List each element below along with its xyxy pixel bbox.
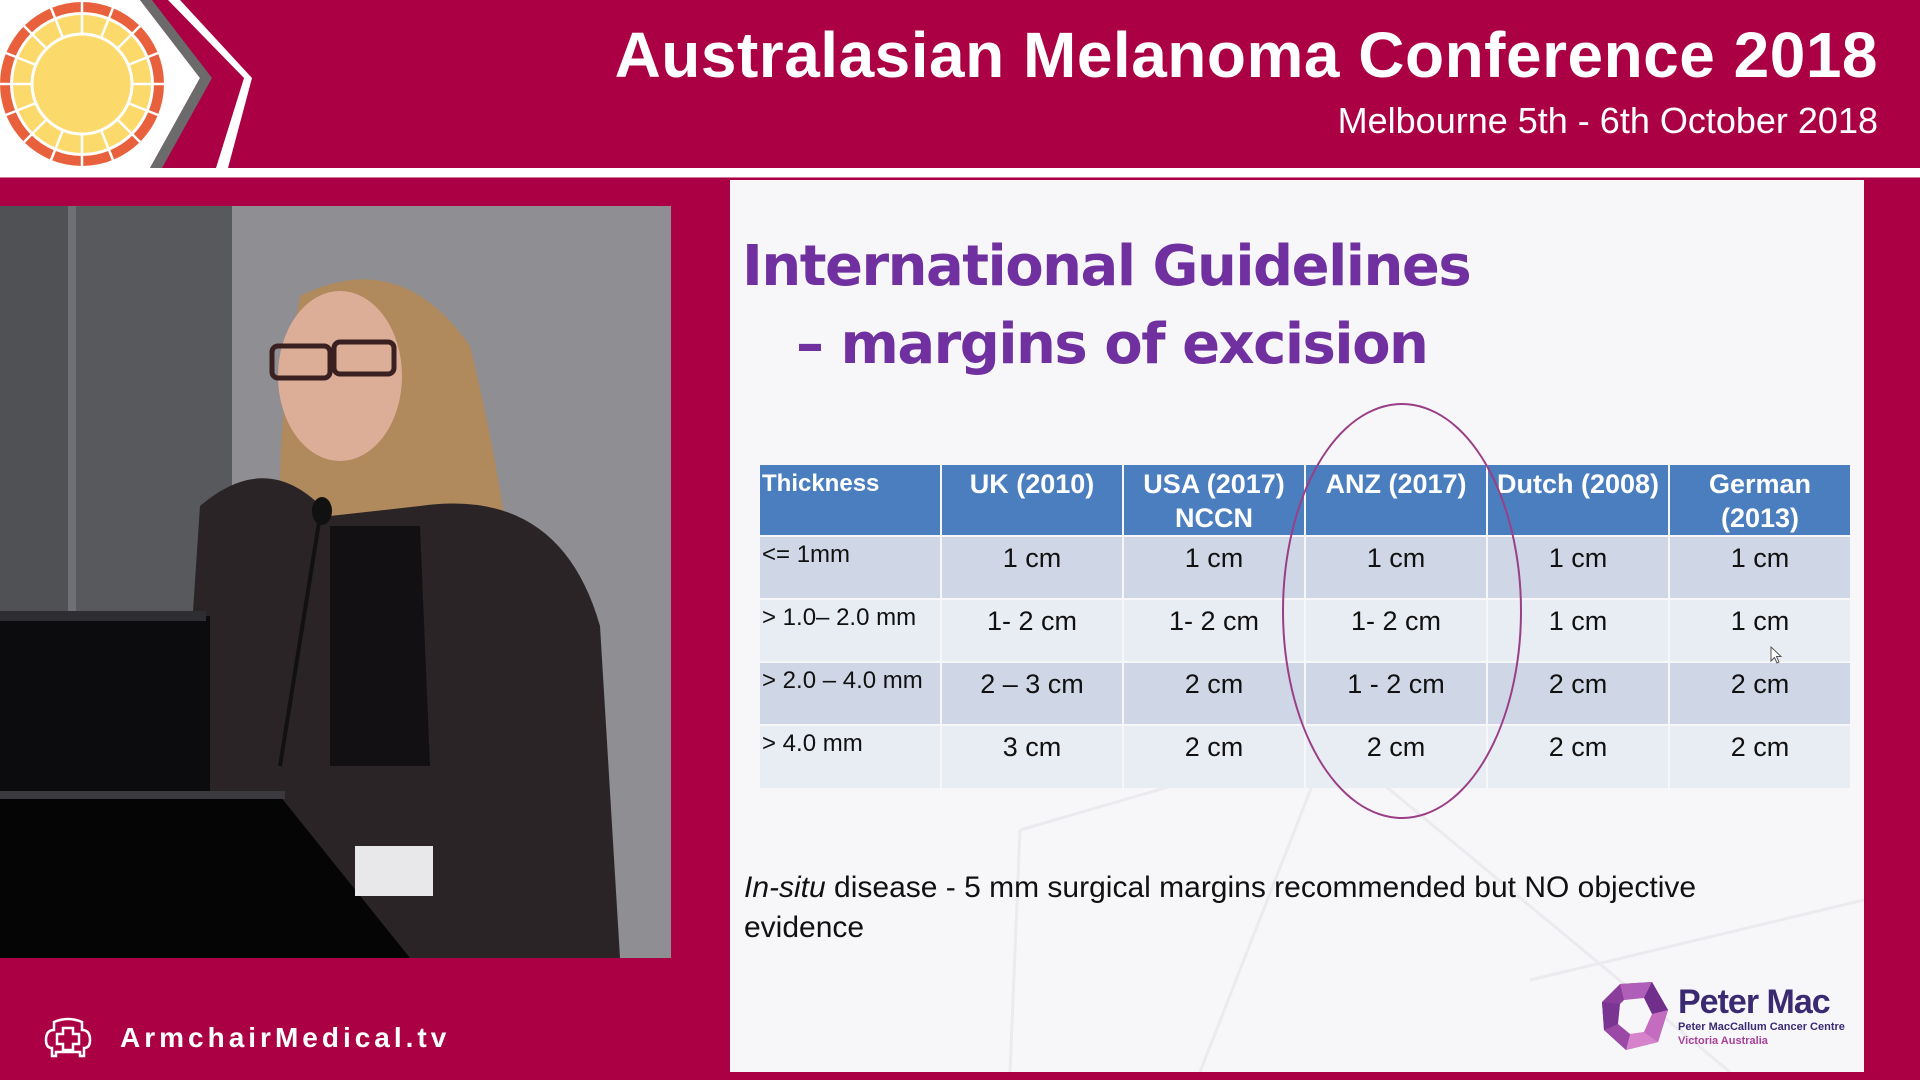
slide-footnote: In-situ disease - 5 mm surgical margins … <box>744 868 1804 948</box>
cell-thickness: > 1.0– 2.0 mm <box>760 598 942 662</box>
peter-mac-polygon-icon <box>1602 982 1668 1050</box>
slide-title-line1: International Guidelines <box>742 234 1472 299</box>
conference-title: Australasian Melanoma Conference 2018 <box>614 19 1878 91</box>
slide-title: International Guidelines – margins of ex… <box>742 228 1472 384</box>
peter-mac-logo: Peter Mac Peter MacCallum Cancer Centre … <box>1600 980 1845 1052</box>
presentation-slide: International Guidelines – margins of ex… <box>730 180 1864 1072</box>
cell-dutch: 1 cm <box>1487 535 1670 599</box>
conference-logo <box>0 0 260 168</box>
cell-uk: 3 cm <box>941 724 1124 788</box>
peter-mac-subtitle: Peter MacCallum Cancer Centre <box>1678 1021 1845 1033</box>
armchair-cross-icon <box>44 1017 92 1058</box>
table-row: > 2.0 – 4.0 mm 2 – 3 cm 2 cm 1 - 2 cm 2 … <box>760 661 1850 725</box>
cell-german: 2 cm <box>1669 661 1850 725</box>
conference-banner: Australasian Melanoma Conference 2018 Me… <box>0 0 1920 168</box>
cell-uk: 1 cm <box>941 535 1124 599</box>
table-header-row: Thickness UK (2010) USA (2017) NCCN ANZ (… <box>760 465 1850 536</box>
peter-mac-location: Victoria Australia <box>1678 1035 1768 1047</box>
footnote-italic: In-situ <box>744 871 826 904</box>
table-row: > 4.0 mm 3 cm 2 cm 2 cm 2 cm 2 cm <box>760 724 1850 788</box>
footnote-text: disease - 5 mm surgical margins recommen… <box>744 871 1697 944</box>
table-row: > 1.0– 2.0 mm 1- 2 cm 1- 2 cm 1- 2 cm 1 … <box>760 598 1850 662</box>
cell-usa: 1- 2 cm <box>1123 598 1306 662</box>
cell-usa: 2 cm <box>1123 724 1306 788</box>
cell-anz: 1 cm <box>1305 535 1488 599</box>
banner-divider <box>0 168 1920 178</box>
column-header-dutch: Dutch (2008) <box>1487 465 1670 536</box>
cell-dutch: 2 cm <box>1487 661 1670 725</box>
mouse-cursor-icon <box>1770 646 1783 664</box>
sun-icon <box>0 0 252 168</box>
table-row: <= 1mm 1 cm 1 cm 1 cm 1 cm 1 cm <box>760 535 1850 599</box>
cell-uk: 2 – 3 cm <box>941 661 1124 725</box>
cell-uk: 1- 2 cm <box>941 598 1124 662</box>
armchair-medical-brand[interactable]: ArmchairMedical.tv <box>44 1016 450 1060</box>
cell-usa: 1 cm <box>1123 535 1306 599</box>
cell-anz: 1 - 2 cm <box>1305 661 1488 725</box>
conference-subtitle: Melbourne 5th - 6th October 2018 <box>1337 100 1878 141</box>
cell-thickness: > 2.0 – 4.0 mm <box>760 661 942 725</box>
peter-mac-name: Peter Mac <box>1678 983 1831 1021</box>
cell-dutch: 2 cm <box>1487 724 1670 788</box>
column-header-usa: USA (2017) NCCN <box>1123 465 1306 536</box>
guidelines-table: Thickness UK (2010) USA (2017) NCCN ANZ (… <box>760 465 1850 788</box>
speaker-video <box>0 206 671 958</box>
column-header-german: German (2013) <box>1669 465 1850 536</box>
column-header-anz: ANZ (2017) <box>1305 465 1488 536</box>
cell-anz: 2 cm <box>1305 724 1488 788</box>
cell-german: 1 cm <box>1669 535 1850 599</box>
cell-german: 1 cm <box>1669 598 1850 662</box>
cell-anz: 1- 2 cm <box>1305 598 1488 662</box>
cell-dutch: 1 cm <box>1487 598 1670 662</box>
cell-usa: 2 cm <box>1123 661 1306 725</box>
cell-german: 2 cm <box>1669 724 1850 788</box>
cell-thickness: <= 1mm <box>760 535 942 599</box>
brand-label: ArmchairMedical.tv <box>120 1022 451 1053</box>
column-header-uk: UK (2010) <box>941 465 1124 536</box>
column-header-thickness: Thickness <box>760 465 942 536</box>
cell-thickness: > 4.0 mm <box>760 724 942 788</box>
slide-title-line2: – margins of excision <box>796 312 1429 377</box>
